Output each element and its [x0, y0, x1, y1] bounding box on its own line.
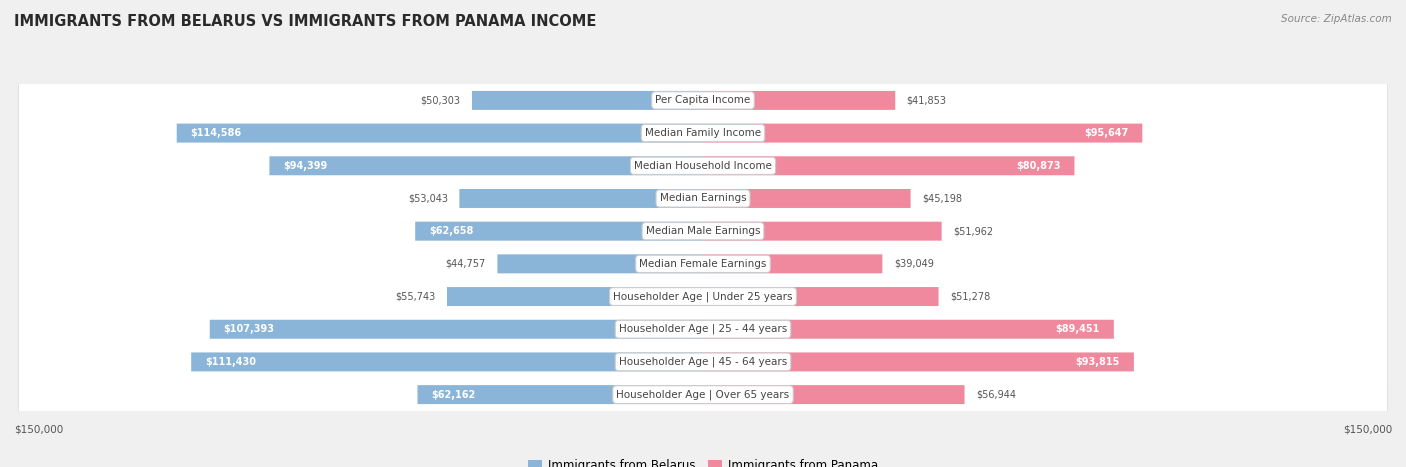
Text: $150,000: $150,000 [14, 425, 63, 435]
Text: Householder Age | Under 25 years: Householder Age | Under 25 years [613, 291, 793, 302]
FancyBboxPatch shape [18, 0, 1388, 467]
FancyBboxPatch shape [418, 385, 703, 404]
FancyBboxPatch shape [191, 353, 703, 371]
Text: $93,815: $93,815 [1076, 357, 1121, 367]
FancyBboxPatch shape [18, 0, 1388, 467]
Text: Householder Age | 45 - 64 years: Householder Age | 45 - 64 years [619, 357, 787, 367]
Text: $150,000: $150,000 [1343, 425, 1392, 435]
Text: Source: ZipAtlas.com: Source: ZipAtlas.com [1281, 14, 1392, 24]
Text: $80,873: $80,873 [1017, 161, 1060, 171]
Text: $50,303: $50,303 [420, 95, 461, 106]
FancyBboxPatch shape [472, 91, 703, 110]
FancyBboxPatch shape [18, 0, 1388, 467]
FancyBboxPatch shape [18, 0, 1388, 467]
FancyBboxPatch shape [18, 0, 1388, 467]
Text: $114,586: $114,586 [190, 128, 242, 138]
Text: $55,743: $55,743 [395, 291, 436, 302]
FancyBboxPatch shape [18, 0, 1388, 467]
Text: Per Capita Income: Per Capita Income [655, 95, 751, 106]
FancyBboxPatch shape [18, 0, 1388, 467]
Text: $107,393: $107,393 [224, 324, 274, 334]
Text: $53,043: $53,043 [408, 193, 449, 204]
Text: $95,647: $95,647 [1084, 128, 1129, 138]
FancyBboxPatch shape [460, 189, 703, 208]
FancyBboxPatch shape [703, 320, 1114, 339]
FancyBboxPatch shape [415, 222, 703, 241]
FancyBboxPatch shape [447, 287, 703, 306]
FancyBboxPatch shape [703, 91, 896, 110]
Text: $56,944: $56,944 [976, 389, 1017, 400]
FancyBboxPatch shape [703, 255, 883, 273]
Text: IMMIGRANTS FROM BELARUS VS IMMIGRANTS FROM PANAMA INCOME: IMMIGRANTS FROM BELARUS VS IMMIGRANTS FR… [14, 14, 596, 29]
Text: $111,430: $111,430 [205, 357, 256, 367]
Text: $45,198: $45,198 [922, 193, 962, 204]
Text: Median Male Earnings: Median Male Earnings [645, 226, 761, 236]
FancyBboxPatch shape [18, 0, 1388, 467]
FancyBboxPatch shape [703, 156, 1074, 175]
Text: Median Family Income: Median Family Income [645, 128, 761, 138]
FancyBboxPatch shape [498, 255, 703, 273]
Text: $89,451: $89,451 [1056, 324, 1099, 334]
Text: Householder Age | Over 65 years: Householder Age | Over 65 years [616, 389, 790, 400]
FancyBboxPatch shape [703, 222, 942, 241]
FancyBboxPatch shape [703, 353, 1133, 371]
FancyBboxPatch shape [209, 320, 703, 339]
Legend: Immigrants from Belarus, Immigrants from Panama: Immigrants from Belarus, Immigrants from… [523, 454, 883, 467]
Text: $41,853: $41,853 [907, 95, 946, 106]
Text: $51,962: $51,962 [953, 226, 993, 236]
Text: $94,399: $94,399 [283, 161, 328, 171]
FancyBboxPatch shape [703, 385, 965, 404]
Text: Median Female Earnings: Median Female Earnings [640, 259, 766, 269]
Text: $51,278: $51,278 [950, 291, 990, 302]
Text: $62,162: $62,162 [432, 389, 475, 400]
FancyBboxPatch shape [177, 124, 703, 142]
Text: Median Earnings: Median Earnings [659, 193, 747, 204]
Text: $39,049: $39,049 [894, 259, 934, 269]
FancyBboxPatch shape [703, 124, 1142, 142]
Text: $44,757: $44,757 [446, 259, 486, 269]
Text: $62,658: $62,658 [429, 226, 474, 236]
FancyBboxPatch shape [270, 156, 703, 175]
FancyBboxPatch shape [18, 0, 1388, 467]
Text: Median Household Income: Median Household Income [634, 161, 772, 171]
FancyBboxPatch shape [18, 0, 1388, 467]
FancyBboxPatch shape [703, 287, 939, 306]
FancyBboxPatch shape [703, 189, 911, 208]
Text: Householder Age | 25 - 44 years: Householder Age | 25 - 44 years [619, 324, 787, 334]
